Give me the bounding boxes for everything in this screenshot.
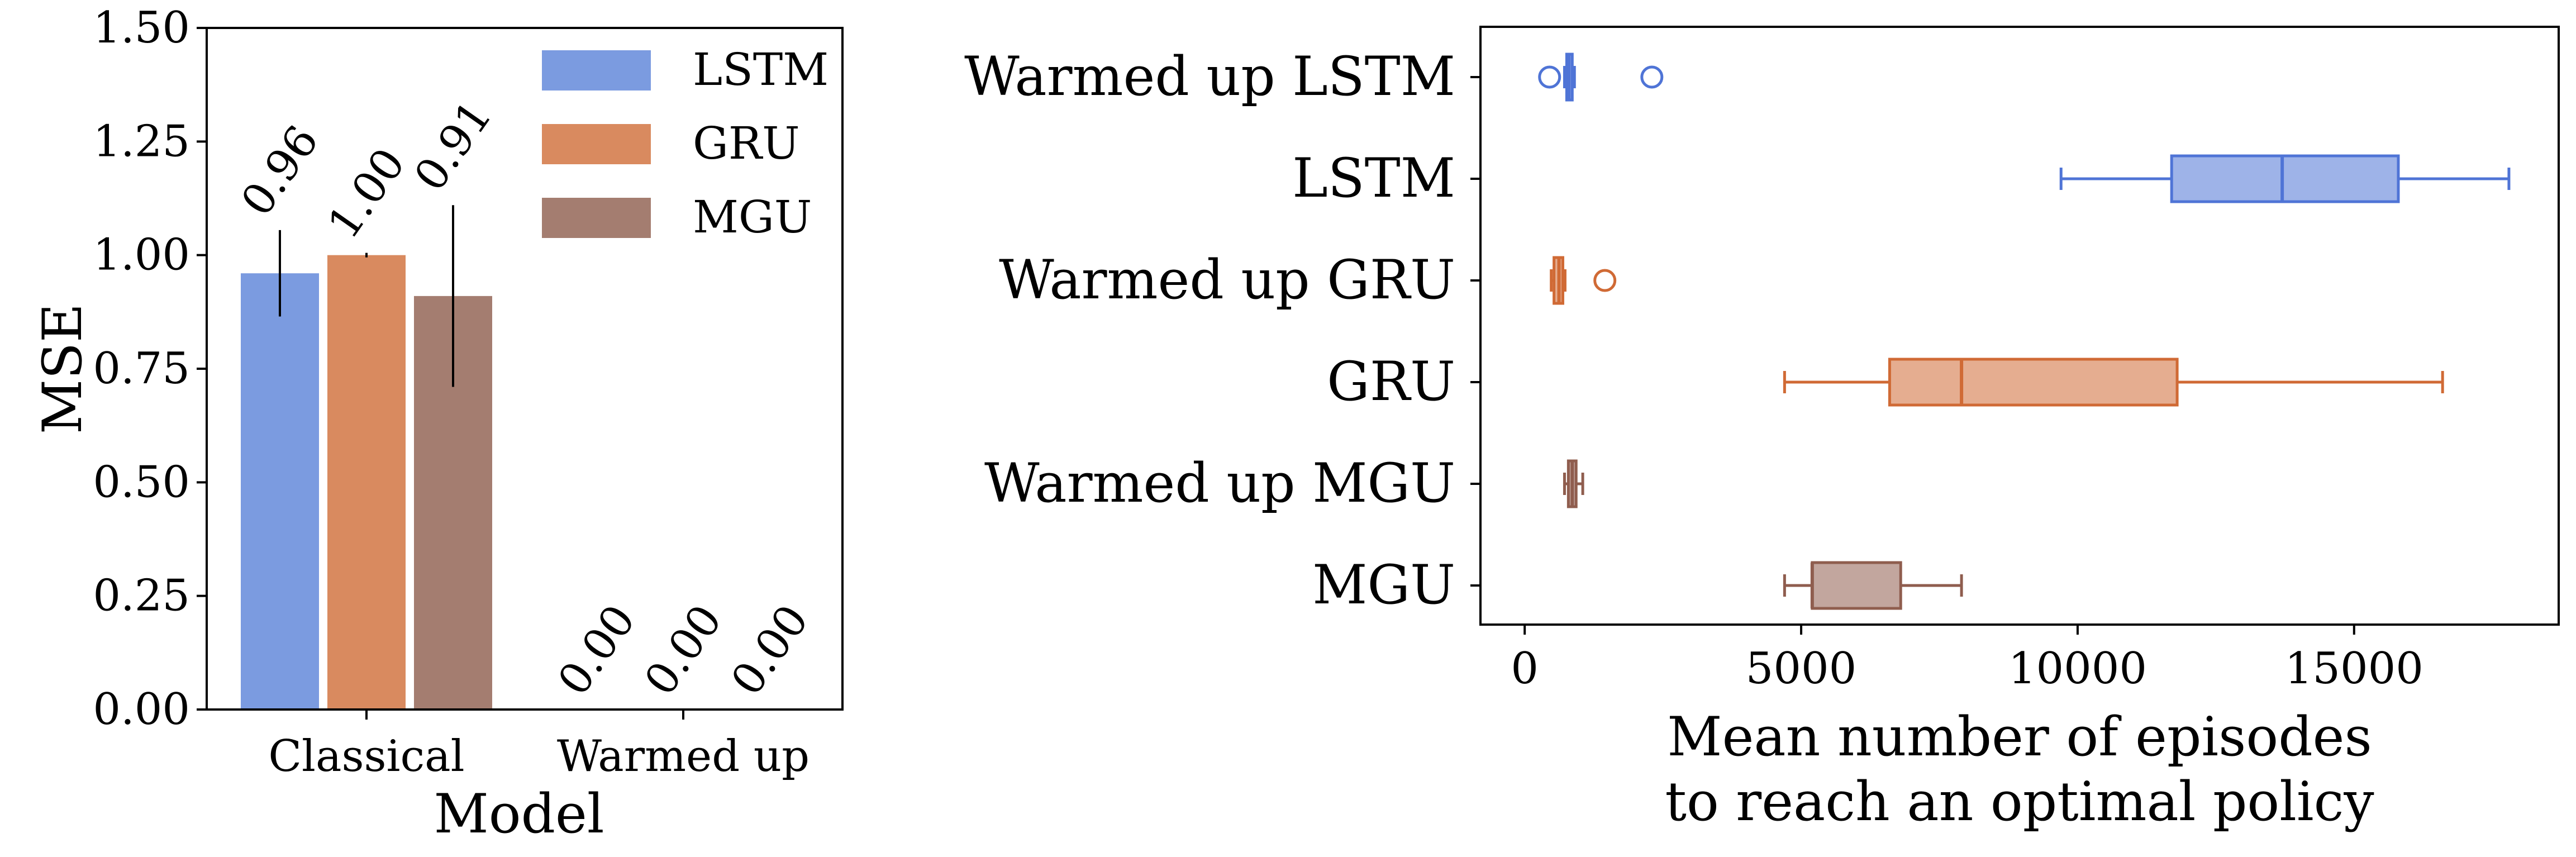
y-tick-label: 1.00 — [93, 230, 190, 280]
y-tick-label: 1.50 — [93, 3, 190, 53]
outlier-warmed-up-lstm — [1640, 65, 1664, 89]
legend-label: GRU — [693, 117, 800, 169]
x-axis-label-line-1: Mean number of episodes — [1667, 706, 2372, 768]
x-tick-label: 10000 — [2008, 644, 2147, 694]
legend-label: MGU — [693, 191, 812, 243]
legend-swatch — [542, 50, 651, 91]
mse-bar-chart: 0.960.001.000.000.910.000.000.250.500.75… — [31, 3, 844, 845]
y-tick-label: 0.50 — [93, 457, 190, 507]
bar-gru-classical — [327, 255, 406, 710]
x-tick-label: 5000 — [1746, 644, 1857, 694]
value-label: 0.96 — [232, 117, 328, 225]
legend-label: LSTM — [693, 44, 828, 96]
x-tick-label: 0 — [1511, 644, 1539, 694]
bar-lstm-classical — [241, 273, 319, 710]
legend-swatch — [542, 198, 651, 238]
box-gru — [1888, 358, 2179, 407]
y-tick-label: GRU — [1327, 350, 1455, 413]
value-label: 0.00 — [635, 596, 732, 704]
value-label: 0.00 — [722, 596, 818, 704]
y-tick-label: 1.25 — [93, 116, 190, 166]
x-tick-label: Warmed up — [557, 731, 810, 782]
y-tick-label: 0.75 — [93, 344, 190, 394]
x-tick-label: Classical — [268, 731, 464, 782]
y-tick-label: Warmed up MGU — [984, 452, 1455, 515]
value-label: 0.91 — [405, 92, 502, 200]
y-tick-label: Warmed up GRU — [999, 249, 1455, 311]
box-mgu — [1811, 561, 1902, 610]
x-axis-label: Model — [434, 783, 604, 845]
x-tick-label: 15000 — [2285, 644, 2423, 694]
episodes-box-plot: Warmed up LSTM LSTM Warmed up GRU GRU Warmed… — [964, 26, 2560, 833]
value-label: 0.00 — [549, 596, 645, 704]
y-tick-label: MGU — [1312, 554, 1455, 616]
box-lstm — [2170, 154, 2400, 203]
y-tick-label: Warmed up LSTM — [964, 45, 1455, 108]
legend-swatch — [542, 124, 651, 164]
axes-frame — [1479, 26, 2560, 626]
y-axis-label: MSE — [31, 303, 94, 434]
x-axis-label-line-2: to reach an optimal policy — [1665, 770, 2374, 833]
outlier-warmed-up-lstm — [1538, 65, 1561, 89]
outlier-warmed-up-gru — [1593, 269, 1617, 292]
y-tick-label: LSTM — [1292, 147, 1455, 210]
y-tick-label: 0.25 — [93, 571, 190, 621]
y-tick-label: 0.00 — [93, 684, 190, 735]
value-label: 1.00 — [318, 140, 415, 248]
